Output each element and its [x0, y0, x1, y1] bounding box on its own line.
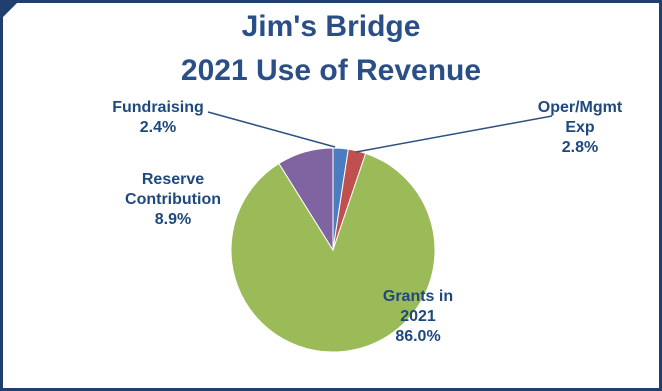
- chart-title-line-2: 2021 Use of Revenue: [180, 54, 482, 87]
- pie-slice-2: [230, 152, 436, 353]
- slice-value-0: 2.4%: [140, 119, 176, 136]
- pie-slices: [230, 147, 436, 353]
- slice-label-1: Oper/Mgmt Exp 2.8%: [538, 99, 623, 156]
- slice-value-1: 2.8%: [562, 139, 598, 156]
- slice-label-0: Fundraising 2.4%: [112, 99, 204, 136]
- leader-line-1: [355, 115, 553, 153]
- slice-value-2: 86.0%: [395, 328, 440, 345]
- slice-label-3: Reserve Contribution 8.9%: [125, 171, 221, 228]
- leader-lines: [207, 111, 553, 153]
- slice-label-line-0-0: Fundraising: [112, 99, 204, 116]
- chart-title-line-1: Jim's Bridge: [241, 10, 421, 43]
- slice-label-line-1-1: Exp: [565, 119, 595, 136]
- corner-tab: [0, 0, 20, 20]
- slice-label-line-2-0: Grants in: [383, 288, 453, 305]
- leader-line-0: [207, 111, 336, 148]
- pie-slice-3: [278, 147, 334, 252]
- slice-value-3: 8.9%: [155, 211, 191, 228]
- slice-label-line-3-0: Reserve: [142, 171, 204, 188]
- slice-label-2: Grants in 2021 86.0%: [383, 288, 453, 345]
- slice-label-line-3-1: Contribution: [125, 191, 221, 208]
- slice-label-line-1-0: Oper/Mgmt: [538, 99, 623, 116]
- slice-label-line-2-1: 2021: [400, 308, 436, 325]
- slice-labels: Fundraising 2.4% Oper/Mgmt Exp 2.8% Grants in…: [112, 99, 623, 345]
